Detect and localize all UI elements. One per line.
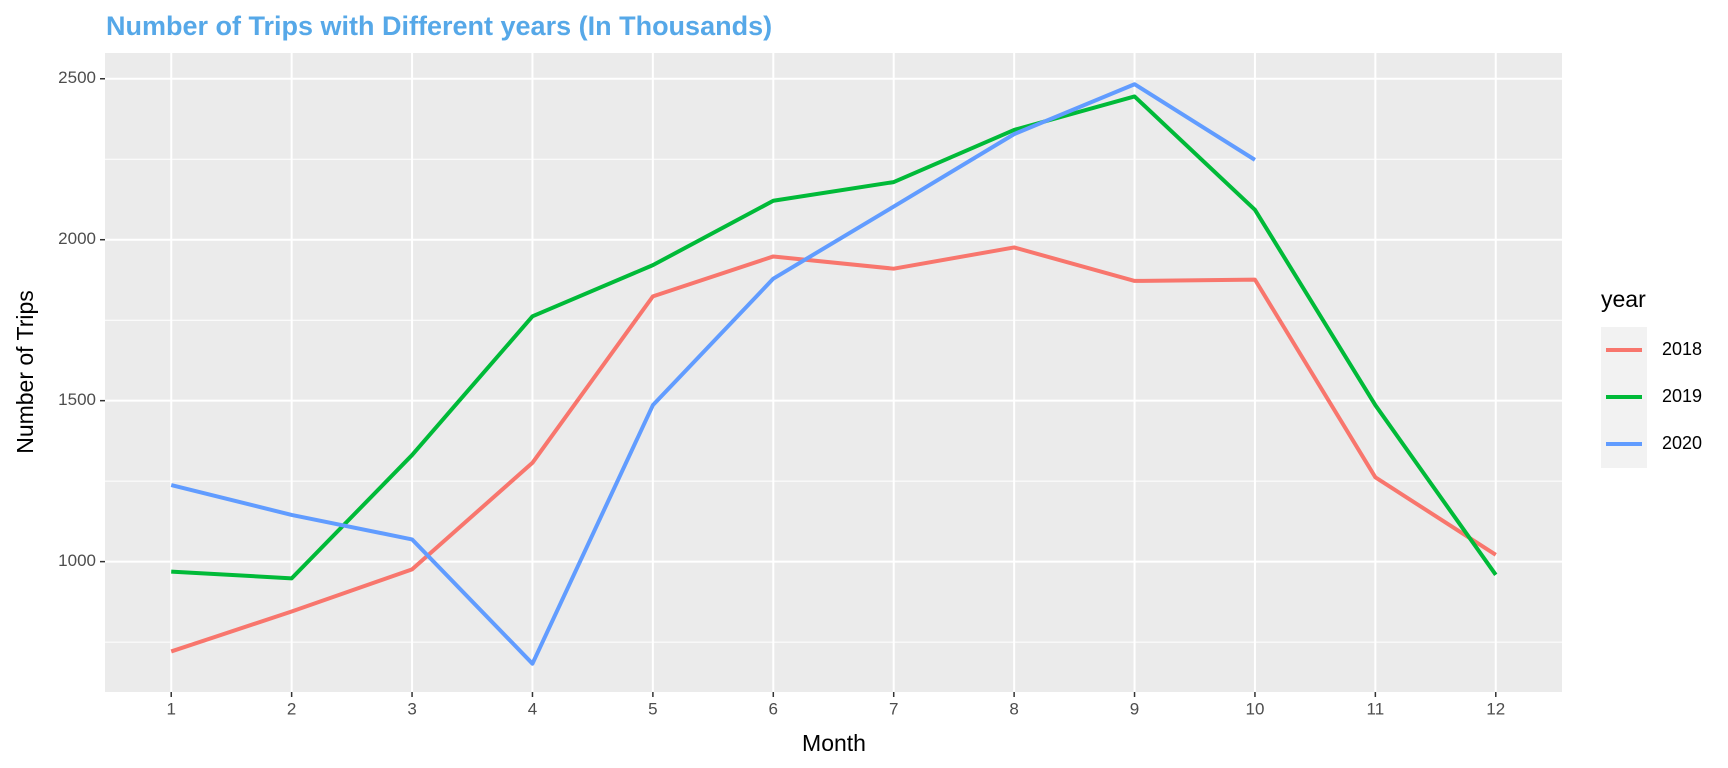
line xyxy=(170,245,1497,654)
x-tick-label: 4 xyxy=(528,699,537,718)
y-tick-label: 2000 xyxy=(58,229,96,248)
x-tick-label: 8 xyxy=(1009,699,1018,718)
line xyxy=(170,82,1257,666)
x-tick-label: 7 xyxy=(889,699,898,718)
x-tick-label: 9 xyxy=(1130,699,1139,718)
x-axis-label: Month xyxy=(802,730,866,756)
y-tick-label: 1000 xyxy=(58,551,96,570)
panel xyxy=(105,53,1562,692)
x-tick-label: 11 xyxy=(1367,699,1385,718)
legend-label: 2020 xyxy=(1662,433,1702,453)
y-axis-label: Number of Trips xyxy=(12,290,38,454)
x-tick-label: 5 xyxy=(648,699,657,718)
chart-title: Number of Trips with Different years (In… xyxy=(106,11,772,41)
legend-title: year xyxy=(1601,286,1646,312)
y-tick-label: 1500 xyxy=(58,390,96,409)
x-tick-label: 3 xyxy=(407,699,416,718)
x-tick-label: 10 xyxy=(1245,699,1264,718)
x-tick-label: 2 xyxy=(287,699,296,718)
x-tick-label: 1 xyxy=(166,699,175,718)
legend-label: 2018 xyxy=(1662,339,1702,359)
y-tick-label: 2500 xyxy=(58,68,96,87)
x-tick-label: 12 xyxy=(1486,699,1505,718)
line xyxy=(171,94,1498,581)
x-tick-label: 6 xyxy=(769,699,778,718)
legend-label: 2019 xyxy=(1662,386,1702,406)
